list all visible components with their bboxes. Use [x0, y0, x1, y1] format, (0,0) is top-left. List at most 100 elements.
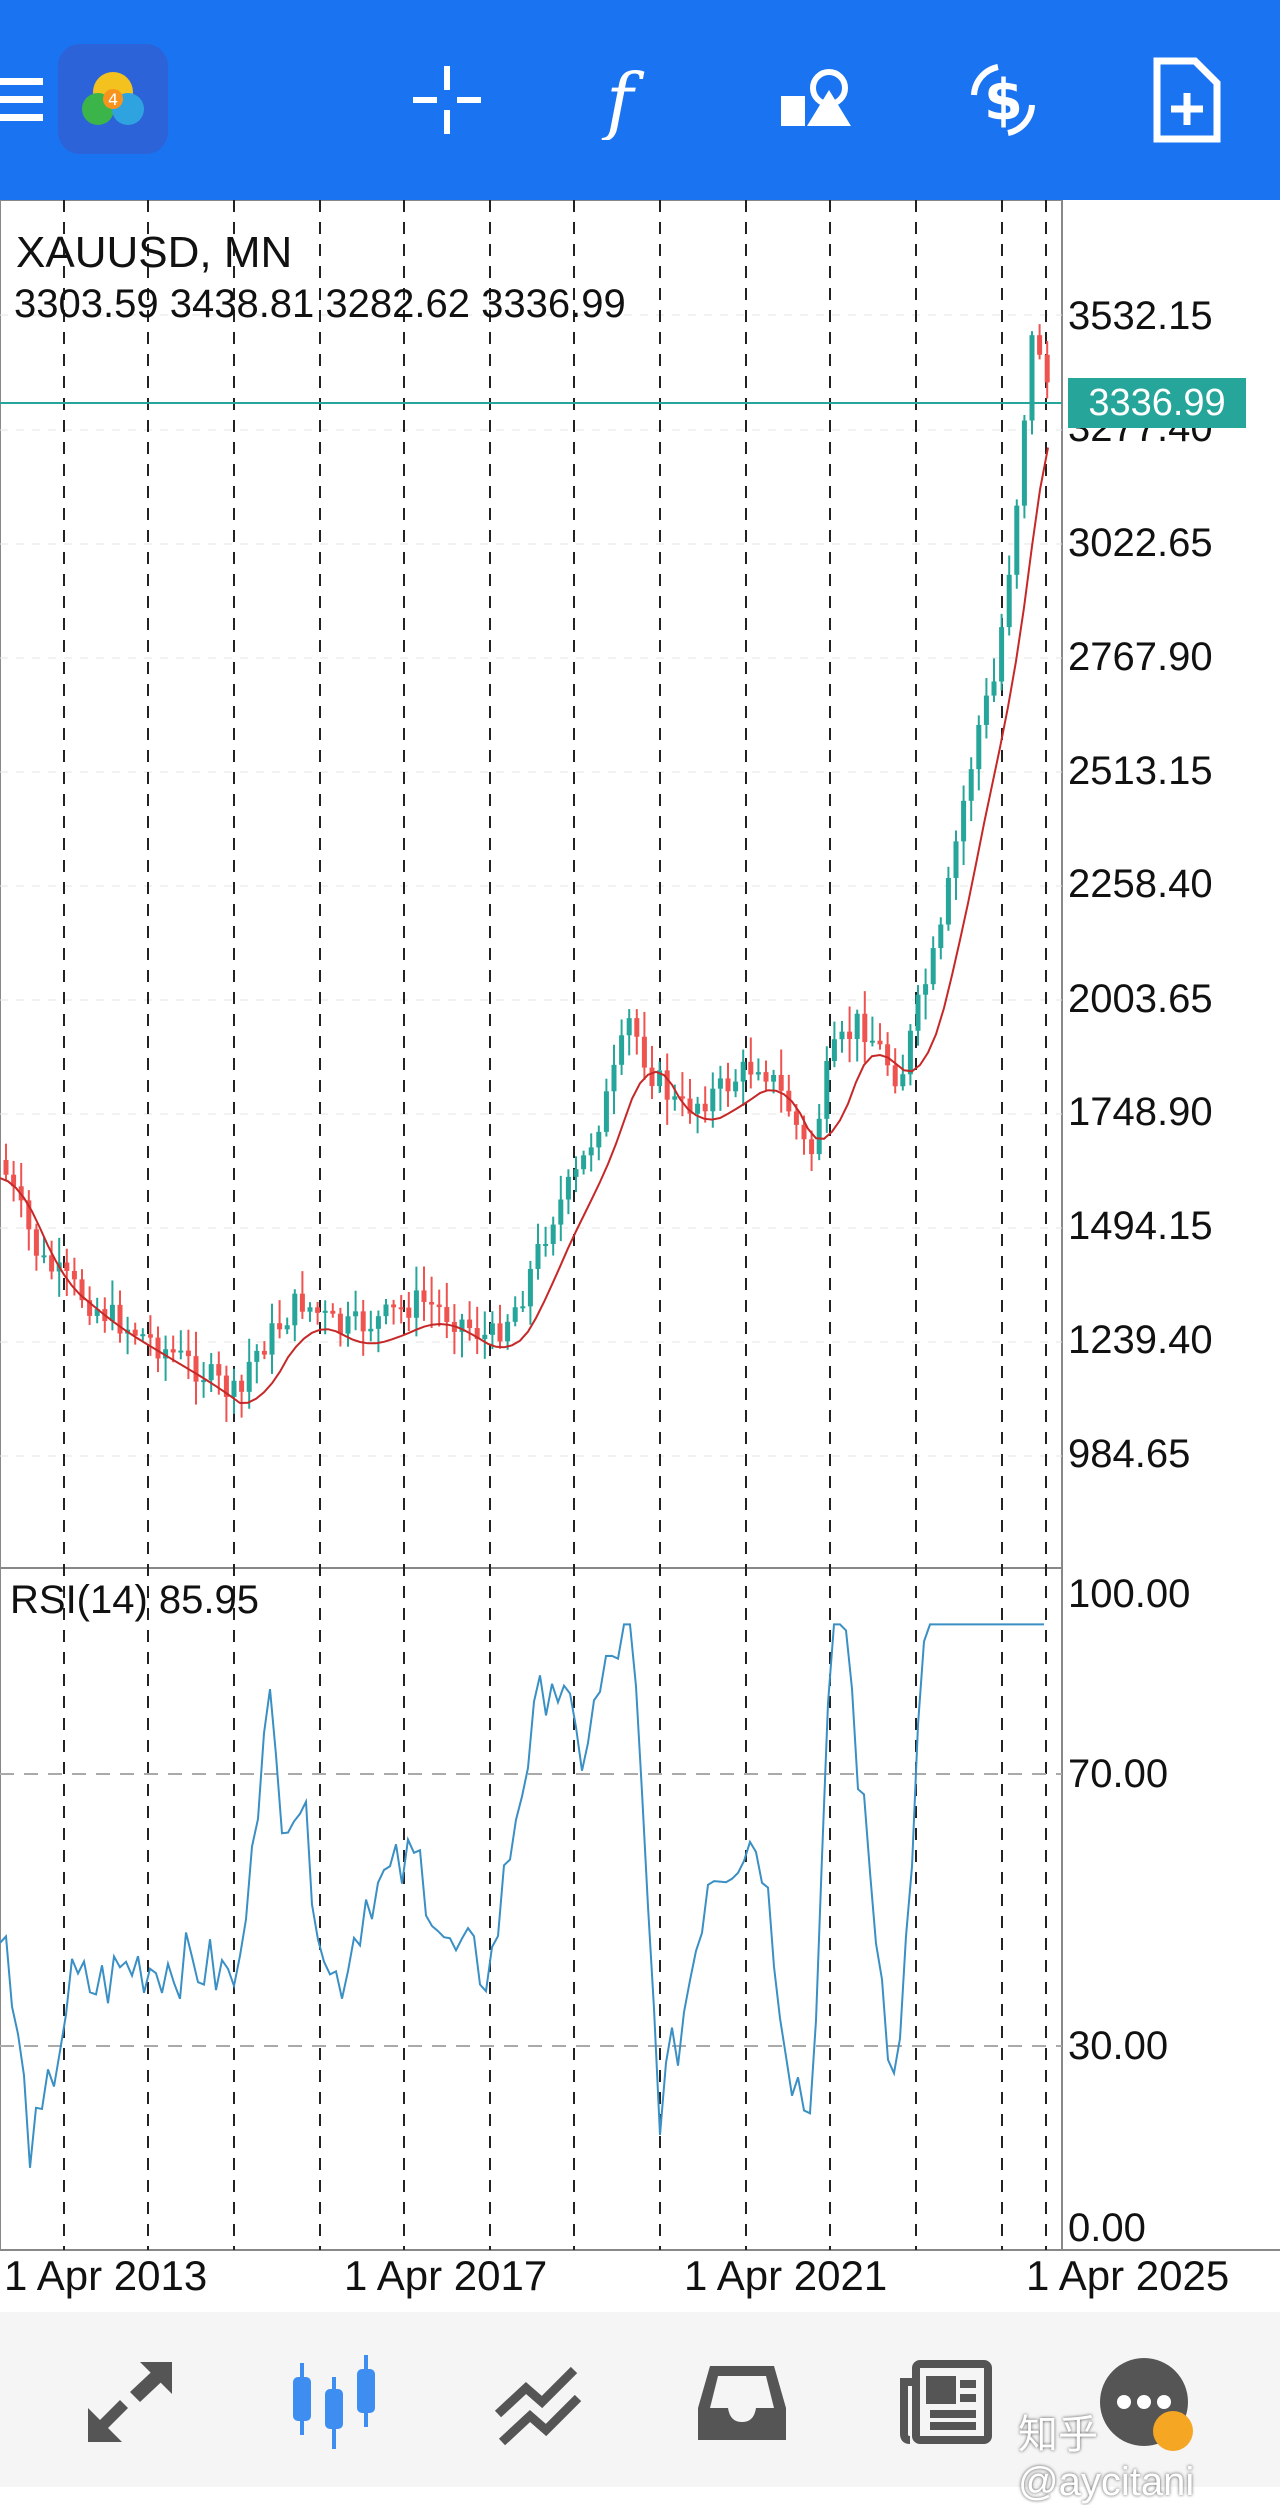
price-axis-label: 984.65 [1068, 1432, 1191, 1476]
candle-body [869, 1040, 875, 1043]
rsi-axis-label: 70.00 [1068, 1752, 1169, 1796]
candle-body [109, 1304, 115, 1322]
menu-icon[interactable] [0, 40, 80, 160]
candle-body [786, 1090, 792, 1112]
rsi-axis-label: 100.00 [1068, 1572, 1191, 1616]
chart-tab-icon[interactable] [274, 2342, 394, 2462]
candle-body [132, 1329, 138, 1336]
candle-body [64, 1262, 70, 1271]
candle-body [649, 1067, 655, 1087]
trade-tab-icon[interactable] [478, 2342, 598, 2462]
candle-body [634, 1018, 640, 1037]
candle-body [254, 1350, 260, 1362]
crosshair-icon[interactable] [392, 40, 502, 160]
chart-area[interactable] [0, 200, 1280, 2310]
candle-body [839, 1031, 845, 1040]
candle-body [398, 1307, 404, 1310]
price-axis-label: 2513.15 [1068, 749, 1213, 793]
candle-body [26, 1200, 32, 1230]
app-logo[interactable]: 4 [58, 44, 168, 154]
candle-body [527, 1268, 533, 1307]
candle-body [717, 1078, 723, 1089]
candle-body [543, 1243, 549, 1246]
candle-body [239, 1380, 245, 1392]
candle-body [983, 695, 989, 725]
candle-body [664, 1070, 670, 1100]
rsi-pane [0, 1567, 1063, 2251]
candle-body [702, 1103, 708, 1112]
candle-body [687, 1098, 693, 1114]
candle-body [862, 1013, 868, 1043]
candle-body [938, 924, 944, 949]
candle-body [315, 1307, 321, 1313]
candle-body [49, 1255, 55, 1272]
candle-body [953, 841, 959, 878]
candle-body [710, 1088, 716, 1112]
rsi-line [0, 1623, 1044, 2168]
candle-body [11, 1174, 17, 1187]
candle-body [550, 1224, 556, 1244]
rsi-axis-label: 0.00 [1068, 2206, 1146, 2250]
date-axis-label: 1 Apr 2013 [4, 2252, 208, 2299]
candle-body [368, 1328, 374, 1332]
candle-body [482, 1334, 488, 1339]
indicators-icon[interactable]: f [578, 40, 688, 160]
candle-body [1029, 335, 1035, 421]
candle-body [535, 1243, 541, 1269]
candle-body [94, 1309, 100, 1316]
candle-body [208, 1364, 214, 1381]
candle-body [877, 1040, 883, 1045]
candle-body [733, 1081, 739, 1092]
candle-body [725, 1078, 731, 1092]
date-axis-label: 1 Apr 2017 [344, 2252, 548, 2299]
candle-body [322, 1310, 328, 1313]
candle-body [41, 1255, 47, 1258]
candle-body [961, 800, 967, 842]
candle-body [581, 1155, 587, 1170]
svg-text:4: 4 [108, 90, 118, 109]
candle-body [596, 1131, 602, 1148]
candle-body [33, 1229, 39, 1256]
candle-body [1021, 420, 1027, 506]
candle-body [246, 1361, 252, 1392]
date-axis-label: 1 Apr 2025 [1026, 2252, 1230, 2299]
candle-body [178, 1350, 184, 1353]
objects-icon[interactable] [762, 40, 872, 160]
candle-body [269, 1323, 275, 1355]
candle-body [748, 1061, 754, 1075]
candle-body [778, 1074, 784, 1091]
candle-body [1006, 574, 1012, 628]
messages-tab-icon[interactable] [1084, 2342, 1204, 2462]
candle-body [565, 1176, 571, 1200]
price-axis-label: 1239.40 [1068, 1318, 1213, 1362]
candle-body [588, 1147, 594, 1156]
candle-body [771, 1074, 777, 1082]
candle-body [429, 1301, 435, 1305]
ohlc-values: 3303.59 3438.81 3282.62 3336.99 [14, 282, 626, 326]
history-tab-icon[interactable] [682, 2342, 802, 2462]
candle-body [375, 1316, 381, 1329]
current-price-tag: 3336.99 [1068, 378, 1246, 428]
date-axis-label: 1 Apr 2021 [684, 2252, 888, 2299]
chart-canvas[interactable] [0, 200, 1280, 2310]
candle-body [117, 1304, 123, 1334]
candle-body [679, 1096, 685, 1099]
watermark-text: 知乎 @aycitani [1018, 2413, 1195, 2504]
candle-body [558, 1199, 564, 1225]
candle-body [147, 1334, 153, 1338]
candle-body [672, 1096, 678, 1100]
quotes-tab-icon[interactable] [70, 2342, 190, 2462]
candle-body [193, 1356, 199, 1382]
candle-body [353, 1311, 359, 1317]
price-axis-label: 3022.65 [1068, 521, 1213, 565]
trade-icon[interactable]: $ [948, 40, 1058, 160]
candle-body [391, 1304, 397, 1308]
candle-body [999, 627, 1005, 682]
candle-body [497, 1323, 503, 1342]
candle-body [520, 1306, 526, 1309]
new-order-icon[interactable] [1132, 40, 1242, 160]
price-axis-label: 2258.40 [1068, 862, 1213, 906]
candle-body [299, 1293, 305, 1312]
candle-body [603, 1091, 609, 1132]
news-tab-icon[interactable] [886, 2342, 1006, 2462]
